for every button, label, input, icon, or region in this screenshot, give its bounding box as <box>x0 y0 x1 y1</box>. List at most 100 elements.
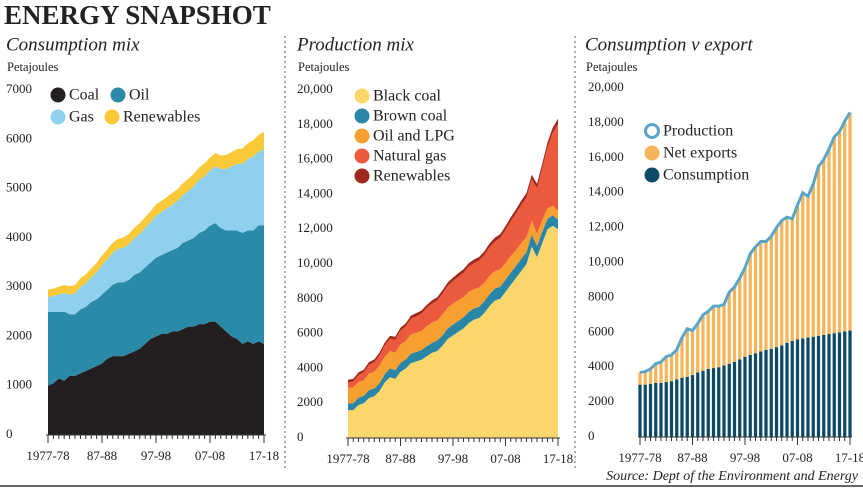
x-tick-label: 97-98 <box>438 451 468 466</box>
area <box>48 321 264 435</box>
legend-marker <box>354 108 370 124</box>
y-tick-label: 6000 <box>588 323 614 338</box>
x-tick-label: 97-98 <box>141 448 171 463</box>
y-axis-label: Petajoules <box>7 60 59 74</box>
y-tick-label: 5000 <box>6 180 32 195</box>
x-tick-label: 1977-78 <box>26 448 69 463</box>
legend-marker <box>104 109 120 125</box>
y-tick-label: 10,000 <box>297 255 333 270</box>
y-tick-label: 12,000 <box>588 219 624 234</box>
legend-marker <box>50 109 66 125</box>
bar <box>832 333 836 437</box>
y-tick-label: 7000 <box>6 81 32 96</box>
area <box>48 131 264 297</box>
bar <box>654 382 658 437</box>
y-tick-label: 0 <box>588 428 595 443</box>
bar <box>795 204 800 340</box>
bar <box>806 196 810 338</box>
bar <box>680 337 684 378</box>
legend-marker <box>644 167 660 183</box>
bar <box>774 347 779 437</box>
bar <box>769 236 773 349</box>
bar <box>748 354 752 437</box>
bar <box>696 372 700 437</box>
bar <box>806 337 810 437</box>
legend-label: Net exports <box>663 145 737 162</box>
bar <box>837 131 842 333</box>
legend-marker <box>354 128 370 144</box>
bar <box>669 354 674 382</box>
y-tick-label: 8000 <box>297 290 323 305</box>
bar <box>774 227 779 348</box>
y-tick-label: 18,000 <box>588 114 624 129</box>
bar <box>790 341 794 437</box>
bar <box>753 353 758 437</box>
legend-marker <box>644 123 660 139</box>
y-tick-label: 4000 <box>588 358 614 373</box>
y-tick-label: 4000 <box>6 229 32 244</box>
y-tick-label: 2000 <box>6 327 32 342</box>
y-tick-label: 0 <box>297 429 304 444</box>
bar <box>711 306 716 369</box>
source: Source: Dept of the Environment and Ener… <box>606 469 859 484</box>
y-tick-label: 20,000 <box>297 81 333 96</box>
bar <box>701 370 705 437</box>
bar <box>717 367 721 437</box>
y-tick-label: 1000 <box>6 377 32 392</box>
area <box>348 225 558 438</box>
bar <box>816 335 821 437</box>
bar <box>738 278 742 360</box>
bar <box>706 368 710 437</box>
bar <box>664 382 668 437</box>
bar <box>643 384 647 437</box>
legend-label: Brown coal <box>373 108 448 125</box>
x-tick-label: 87-88 <box>385 451 415 466</box>
bar <box>822 334 826 437</box>
legend-label: Gas <box>69 109 94 126</box>
bar <box>832 136 836 334</box>
x-tick-label: 1977-78 <box>618 450 661 465</box>
bar <box>759 241 763 352</box>
bar <box>690 375 695 437</box>
legend-marker <box>644 145 660 161</box>
x-tick-label: 87-88 <box>87 448 117 463</box>
area <box>348 205 558 404</box>
legend-label: Oil <box>129 87 150 104</box>
legend-label: Coal <box>69 87 100 104</box>
bar <box>785 342 789 437</box>
bar <box>764 241 768 350</box>
bar <box>648 368 653 384</box>
bar <box>743 356 747 437</box>
bar <box>738 359 742 437</box>
x-tick-label: 17-18 <box>249 448 279 463</box>
y-tick-label: 8000 <box>588 288 614 303</box>
bar <box>659 361 663 383</box>
bar <box>711 368 716 437</box>
bar <box>748 253 752 355</box>
bar <box>675 349 679 380</box>
bar <box>827 334 831 437</box>
bar <box>706 311 710 369</box>
y-tick-label: 20,000 <box>588 79 624 94</box>
bar <box>837 332 842 437</box>
bar <box>790 218 794 342</box>
y-tick-label: 18,000 <box>297 116 333 131</box>
bar <box>811 336 815 437</box>
legend-label: Production <box>663 123 733 140</box>
bar <box>801 338 805 437</box>
legend-marker <box>50 87 66 103</box>
bar <box>701 314 705 371</box>
legend-marker <box>354 168 370 184</box>
y-tick-label: 3000 <box>6 278 32 293</box>
x-tick-label: 87-88 <box>677 450 707 465</box>
y-axis-label: Petajoules <box>298 60 350 74</box>
y-tick-label: 6000 <box>297 325 323 340</box>
legend-label: Consumption <box>663 167 749 184</box>
bar <box>638 372 642 385</box>
x-tick-label: 07-08 <box>782 450 812 465</box>
bar <box>780 345 784 437</box>
bar <box>811 183 815 337</box>
legend-label: Renewables <box>373 168 450 185</box>
legend-marker <box>110 87 126 103</box>
y-tick-label: 2000 <box>297 394 323 409</box>
